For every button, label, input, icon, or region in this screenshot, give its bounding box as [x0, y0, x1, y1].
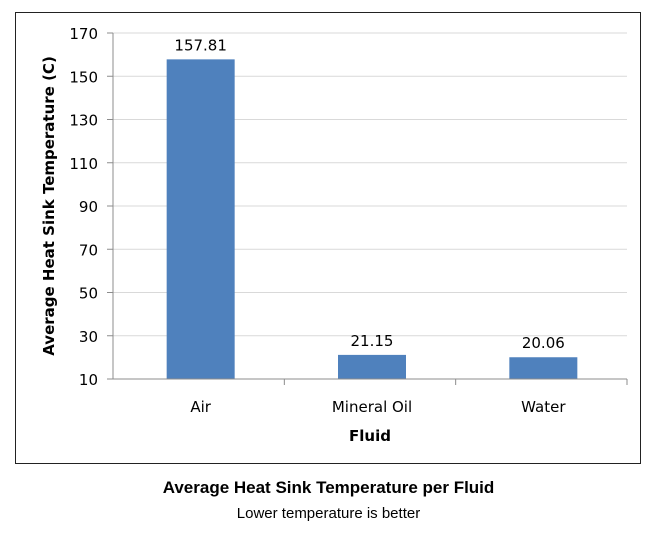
bar — [166, 59, 235, 380]
x-tick-label: Mineral Oil — [332, 398, 412, 416]
x-tick-label: Water — [521, 398, 566, 416]
y-tick-label: 70 — [79, 241, 98, 259]
caption-subtitle: Lower temperature is better — [236, 505, 421, 522]
y-tick-label: 130 — [69, 112, 98, 130]
x-axis-label: Fluid — [349, 427, 391, 445]
data-label: 157.81 — [174, 36, 227, 54]
y-tick-label: 110 — [69, 155, 98, 173]
y-axis-label: Average Heat Sink Temperature (C) — [40, 56, 58, 356]
y-tick-label: 30 — [79, 328, 98, 346]
data-label: 20.06 — [522, 334, 565, 352]
x-tick-labels: Air Mineral Oil Water — [190, 398, 566, 416]
y-tick-label: 150 — [69, 68, 98, 86]
bar — [338, 354, 406, 379]
data-label: 21.15 — [351, 332, 394, 350]
caption-title: Average Heat Sink Temperature per Fluid — [162, 478, 495, 497]
y-tick-label: 90 — [79, 198, 98, 216]
y-tick-label: 170 — [69, 25, 98, 43]
y-tick-labels: 10 30 50 70 90 110 130 150 170 — [69, 25, 98, 389]
y-tick-label: 10 — [79, 371, 98, 389]
x-tick-label: Air — [190, 398, 211, 416]
y-tick-label: 50 — [79, 285, 98, 303]
bar — [509, 357, 578, 379]
bars: 157.81 21.15 20.06 — [166, 36, 578, 380]
chart-frame — [15, 12, 641, 464]
